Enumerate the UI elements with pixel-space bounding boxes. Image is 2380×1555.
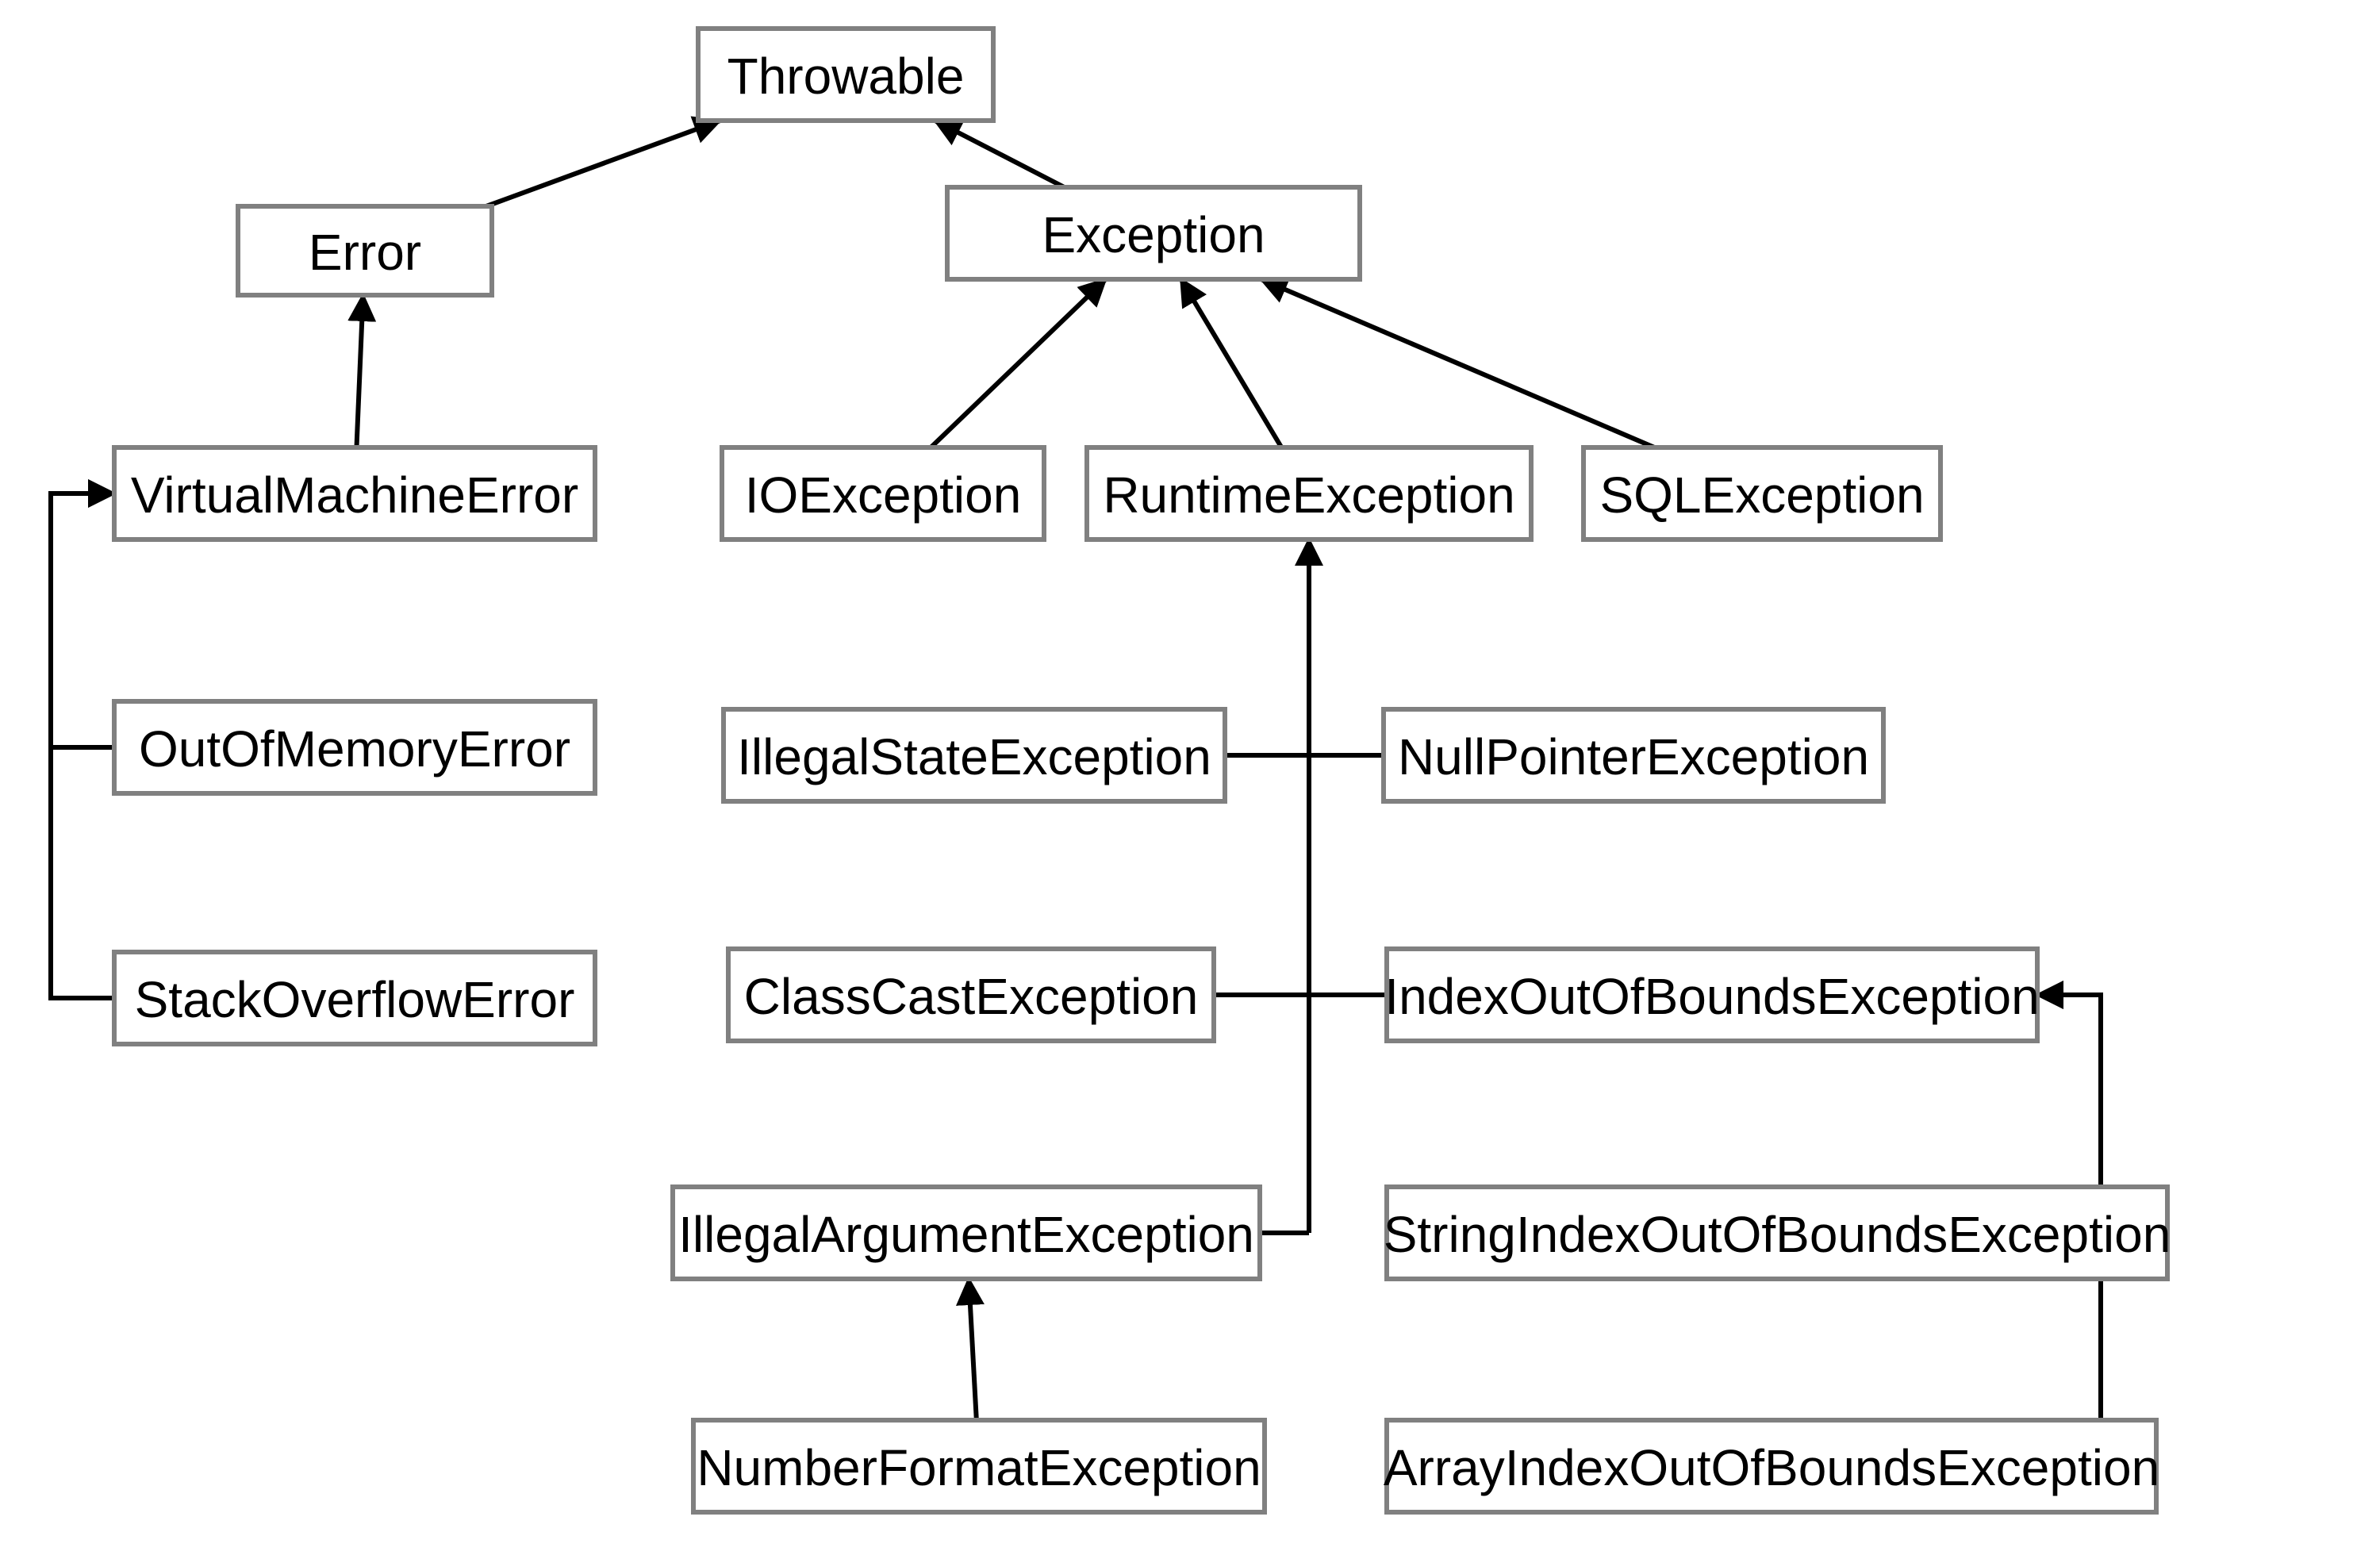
node-error-label: Error bbox=[309, 224, 421, 281]
node-sqlexception: SQLException bbox=[1583, 447, 1940, 539]
node-stringindexoutofboundsexception: StringIndexOutOfBoundsException bbox=[1384, 1187, 2171, 1279]
edge-error-to-throwable bbox=[486, 121, 720, 206]
node-stackoverflowerror: StackOverflowError bbox=[114, 952, 595, 1044]
node-numberformatexception: NumberFormatException bbox=[693, 1420, 1265, 1512]
node-nullpointerexception-label: NullPointerException bbox=[1398, 728, 1869, 785]
node-throwable-label: Throwable bbox=[727, 48, 965, 105]
node-indexoutofboundsexception: IndexOutOfBoundsException bbox=[1384, 949, 2039, 1041]
edge-ioexception-to-exception bbox=[931, 279, 1105, 447]
node-classcastexception: ClassCastException bbox=[728, 949, 1214, 1041]
node-runtimeexception-label: RuntimeException bbox=[1103, 466, 1514, 524]
node-arrayindexoutofboundsexception-label: ArrayIndexOutOfBoundsException bbox=[1384, 1439, 2159, 1496]
node-indexoutofboundsexception-label: IndexOutOfBoundsException bbox=[1384, 968, 2039, 1025]
edge-virtualmachineerror-to-error bbox=[356, 295, 363, 447]
node-virtualmachineerror: VirtualMachineError bbox=[114, 447, 595, 539]
edge-exception-to-throwable bbox=[935, 121, 1065, 187]
node-sqlexception-label: SQLException bbox=[1599, 466, 1924, 524]
node-illegalstateexception: IllegalStateException bbox=[724, 709, 1225, 801]
node-exception-label: Exception bbox=[1042, 206, 1265, 263]
edge-runtimeexception-to-exception bbox=[1181, 279, 1282, 447]
node-stringindexoutofboundsexception-label: StringIndexOutOfBoundsException bbox=[1384, 1206, 2171, 1263]
node-stackoverflowerror-label: StackOverflowError bbox=[135, 971, 575, 1028]
node-ioexception-label: IOException bbox=[745, 466, 1022, 524]
edge-outofmemoryerror-to-virtualmachineerror bbox=[51, 493, 114, 747]
edge-sqlexception-to-exception bbox=[1261, 279, 1655, 447]
node-illegalstateexception-label: IllegalStateException bbox=[737, 728, 1211, 785]
node-nullpointerexception: NullPointerException bbox=[1384, 709, 1883, 801]
node-outofmemoryerror-label: OutOfMemoryError bbox=[139, 720, 570, 778]
node-ioexception: IOException bbox=[722, 447, 1044, 539]
node-outofmemoryerror: OutOfMemoryError bbox=[114, 701, 595, 793]
nodes-layer: Throwable Error Exception VirtualMachineErr… bbox=[114, 29, 2171, 1512]
node-exception: Exception bbox=[947, 187, 1360, 279]
node-arrayindexoutofboundsexception: ArrayIndexOutOfBoundsException bbox=[1384, 1420, 2159, 1512]
edge-numberformatexception-to-illegalargumentexception bbox=[969, 1279, 977, 1420]
node-illegalargumentexception: IllegalArgumentException bbox=[673, 1187, 1260, 1279]
node-numberformatexception-label: NumberFormatException bbox=[697, 1439, 1261, 1496]
node-illegalargumentexception-label: IllegalArgumentException bbox=[678, 1206, 1254, 1263]
node-classcastexception-label: ClassCastException bbox=[744, 968, 1199, 1025]
node-throwable: Throwable bbox=[698, 29, 993, 121]
node-runtimeexception: RuntimeException bbox=[1087, 447, 1531, 539]
node-error: Error bbox=[238, 206, 492, 295]
node-virtualmachineerror-label: VirtualMachineError bbox=[131, 466, 578, 524]
exception-hierarchy-diagram: Throwable Error Exception VirtualMachineErr… bbox=[0, 0, 2380, 1555]
